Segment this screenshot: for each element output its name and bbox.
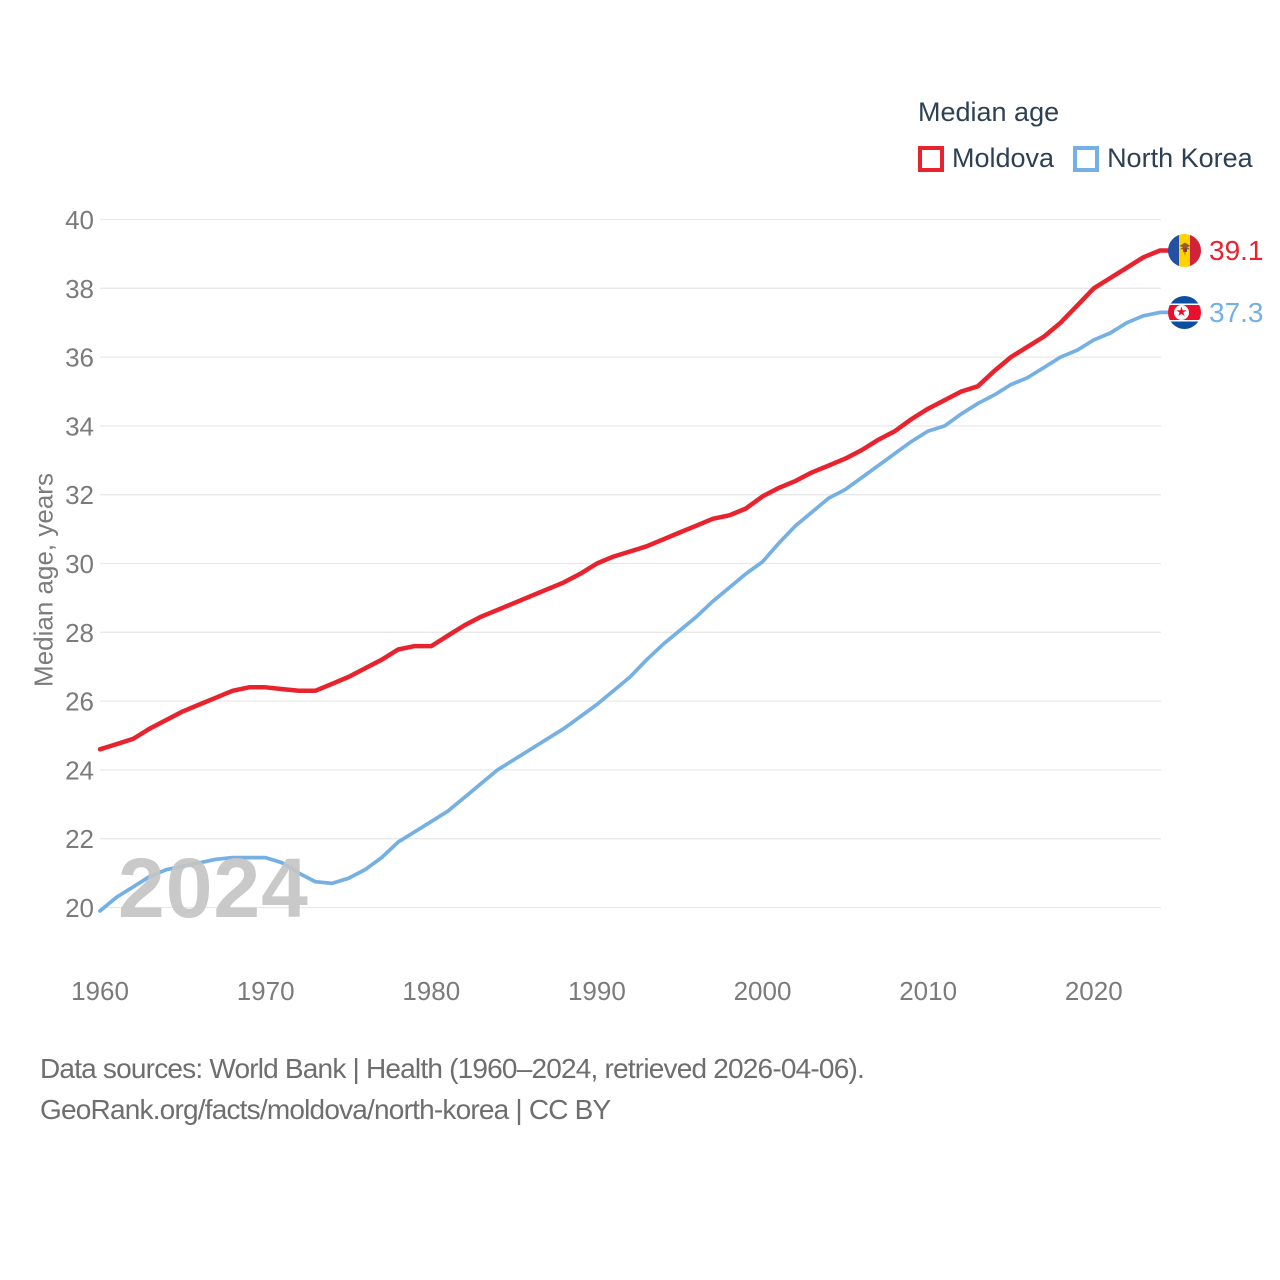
y-axis-title: Median age, years [28, 473, 59, 687]
x-tick-2000: 2000 [734, 976, 792, 1006]
y-tick-36: 36 [65, 343, 94, 373]
x-tick-2010: 2010 [899, 976, 957, 1006]
footer: Data sources: World Bank | Health (1960–… [40, 1048, 865, 1130]
star-icon: ★ [1175, 304, 1188, 320]
north-korea-end-value: 37.3 [1209, 296, 1264, 328]
x-tick-1980: 1980 [402, 976, 460, 1006]
north-korea-swatch-icon [1073, 145, 1100, 172]
y-tick-32: 32 [65, 480, 94, 510]
legend-label-moldova: Moldova [952, 143, 1055, 173]
y-tick-40: 40 [65, 205, 94, 235]
y-tick-28: 28 [65, 618, 94, 648]
y-tick-38: 38 [65, 274, 94, 304]
x-tick-1990: 1990 [568, 976, 626, 1006]
legend-items: Moldova North Korea [918, 143, 1253, 174]
legend: Median age Moldova North Korea [918, 97, 1253, 174]
series-line-moldova[interactable] [97, 248, 1172, 752]
x-tick-1960: 1960 [71, 976, 129, 1006]
y-tick-22: 22 [65, 824, 94, 854]
x-tick-2020: 2020 [1065, 976, 1123, 1006]
x-tick-1970: 1970 [237, 976, 295, 1006]
data-sources-text: Data sources: World Bank | Health (1960–… [40, 1053, 865, 1084]
y-tick-24: 24 [65, 755, 94, 785]
moldova-end-value: 39.1 [1209, 234, 1264, 266]
legend-item-moldova[interactable]: Moldova [918, 143, 1054, 174]
y-tick-20: 20 [65, 893, 94, 923]
y-tick-30: 30 [65, 549, 94, 579]
moldova-endpoint: 39.1 [1168, 233, 1264, 267]
moldova-emblem-icon [1179, 242, 1190, 257]
legend-label-north-korea: North Korea [1107, 143, 1253, 173]
series-line-north-korea[interactable] [98, 310, 1171, 913]
y-tick-34: 34 [65, 411, 94, 441]
north-korea-star-disc: ★ [1174, 304, 1189, 320]
moldova-swatch-icon [918, 145, 944, 172]
y-tick-26: 26 [65, 687, 94, 717]
moldova-flag-icon [1168, 233, 1201, 267]
north-korea-endpoint: ★ 37.3 [1168, 295, 1264, 329]
legend-item-north-korea[interactable]: North Korea [1073, 143, 1253, 174]
north-korea-flag-icon: ★ [1168, 295, 1201, 329]
legend-title: Median age [918, 97, 1060, 127]
attribution-link[interactable]: GeoRank.org/facts/moldova/north-korea | … [40, 1094, 611, 1125]
